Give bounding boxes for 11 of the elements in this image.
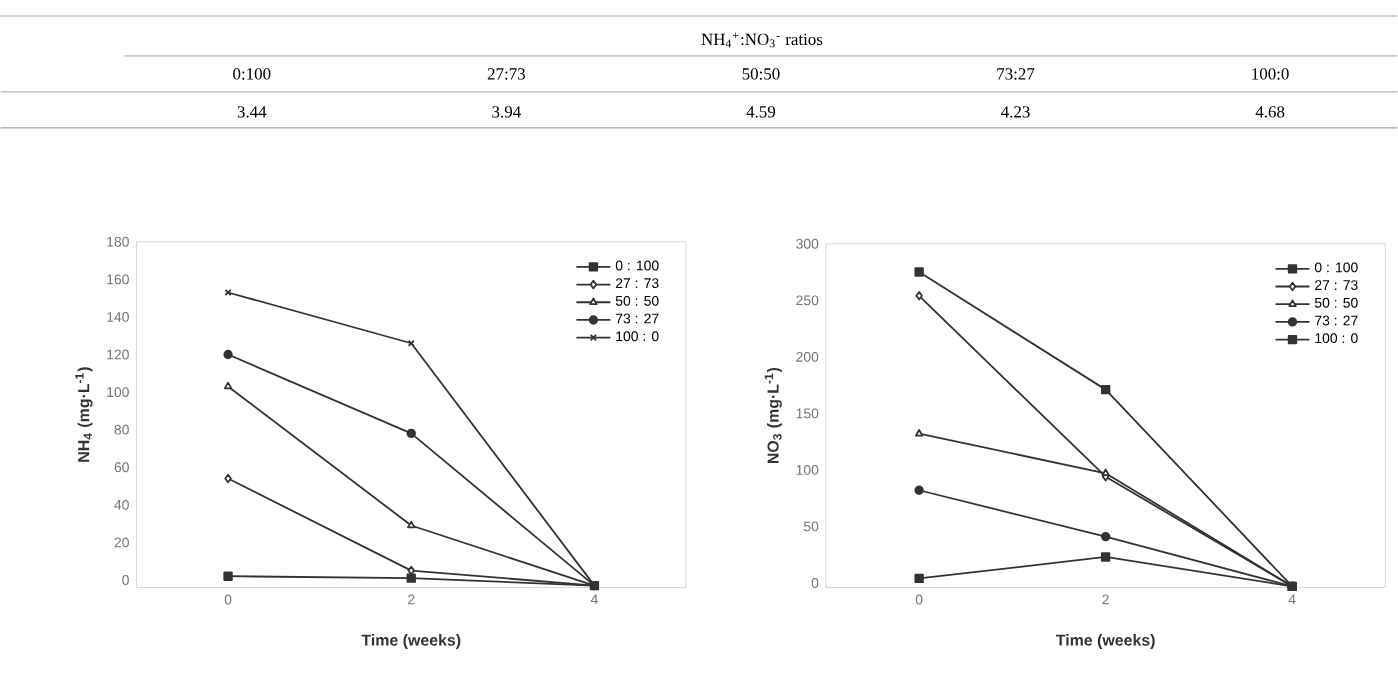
category-label: 73:27 — [997, 68, 1035, 80]
data-label: 3.44 — [237, 106, 267, 118]
data-label: 3.94 — [492, 106, 521, 118]
data-label: 4.59 — [746, 106, 776, 118]
category-label: 100:0 — [1252, 68, 1289, 80]
data-label: 4.68 — [1255, 106, 1285, 118]
text: NH$_{4}$$^{+}$:NO$_{3}$$^{-}$ ratios — [701, 32, 823, 48]
category-label: 0:100 — [233, 68, 271, 80]
category-label: 50:50 — [742, 68, 780, 80]
data-label: 4.23 — [1001, 106, 1030, 118]
category-label: 27:73 — [487, 68, 525, 80]
